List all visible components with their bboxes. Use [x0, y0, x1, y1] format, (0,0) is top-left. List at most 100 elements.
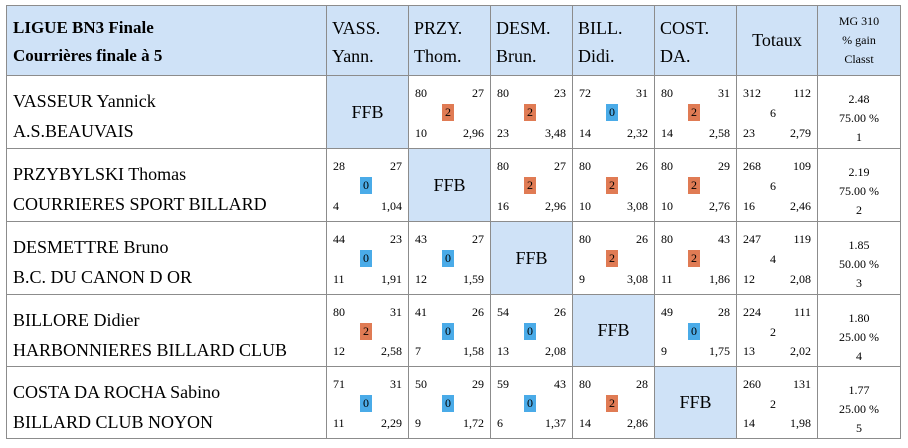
match-best-series: 31 — [390, 305, 402, 319]
match-average: 2,96 — [545, 199, 566, 213]
match-innings: 12 — [415, 272, 427, 286]
column-header: PRZY. Thom. — [408, 5, 491, 76]
general-average: 1.80 — [848, 311, 870, 325]
column-header-line-1: VASS. — [332, 18, 381, 38]
match-points: 80 — [333, 305, 345, 319]
match-points: 41 — [415, 305, 427, 319]
total-best-series: 131 — [793, 377, 811, 391]
self-match-cell: FFB — [654, 366, 737, 439]
match-cell: 80 28 2 14 2,86 — [572, 366, 655, 439]
match-points: 80 — [497, 86, 509, 100]
match-average: 1,72 — [463, 416, 484, 430]
match-best-series: 31 — [636, 86, 648, 100]
title-line-1: LIGUE BN3 Finale — [13, 18, 154, 37]
match-average: 2,86 — [627, 416, 648, 430]
match-innings: 10 — [661, 199, 673, 213]
player-name: DESMETTRE Bruno — [13, 237, 169, 257]
self-match-cell: FFB — [490, 221, 573, 295]
match-average: 1,59 — [463, 272, 484, 286]
win-badge: 2 — [360, 323, 372, 340]
total-innings: 14 — [743, 416, 755, 430]
general-average: 2.19 — [848, 165, 870, 179]
win-badge: 2 — [524, 177, 536, 194]
total-points: 268 — [743, 159, 761, 173]
match-average: 3,48 — [545, 126, 566, 140]
match-average: 1,86 — [709, 272, 730, 286]
win-percentage: 75.00 % — [839, 184, 879, 198]
match-cell: 80 27 2 16 2,96 — [490, 148, 573, 222]
match-best-series: 43 — [554, 377, 566, 391]
total-match-points: 4 — [770, 252, 776, 266]
match-cell: 80 26 2 10 3,08 — [572, 148, 655, 222]
column-header: VASS. Yann. — [326, 5, 409, 76]
mg-cell: 2.48 75.00 % 1 — [817, 75, 901, 149]
total-innings: 13 — [743, 344, 755, 358]
match-average: 3,08 — [627, 272, 648, 286]
mg-header-line-3: Classt — [844, 52, 874, 66]
total-innings: 16 — [743, 199, 755, 213]
match-best-series: 26 — [636, 232, 648, 246]
win-percentage: 75.00 % — [839, 111, 879, 125]
total-points: 224 — [743, 305, 761, 319]
mg-cell: 1.80 25.00 % 4 — [817, 294, 901, 367]
self-match-cell: FFB — [572, 294, 655, 367]
ffb-label: FFB — [597, 320, 630, 340]
match-average: 2,96 — [463, 126, 484, 140]
win-badge: 2 — [524, 104, 536, 121]
column-header-line-2: Yann. — [332, 46, 374, 66]
match-average: 2,32 — [627, 126, 648, 140]
match-innings: 11 — [333, 416, 345, 430]
match-best-series: 26 — [554, 305, 566, 319]
player-club: COURRIERES SPORT BILLARD — [13, 194, 267, 214]
match-best-series: 28 — [718, 305, 730, 319]
match-points: 80 — [661, 232, 673, 246]
match-innings: 23 — [497, 126, 509, 140]
total-match-points: 6 — [770, 179, 776, 193]
win-badge: 2 — [688, 250, 700, 267]
self-match-cell: FFB — [326, 75, 409, 149]
win-badge: 2 — [688, 104, 700, 121]
column-header: BILL. Didi. — [572, 5, 655, 76]
player-cell: COSTA DA ROCHA Sabino BILLARD CLUB NOYON — [6, 366, 327, 439]
player-club: A.S.BEAUVAIS — [13, 121, 134, 141]
match-best-series: 27 — [472, 232, 484, 246]
win-percentage: 25.00 % — [839, 330, 879, 344]
match-points: 72 — [579, 86, 591, 100]
match-average: 1,04 — [381, 199, 402, 213]
mg-cell: 1.77 25.00 % 5 — [817, 366, 901, 439]
match-average: 2,29 — [381, 416, 402, 430]
match-cell: 80 23 2 23 3,48 — [490, 75, 573, 149]
match-average: 1,91 — [381, 272, 402, 286]
player-name: PRZYBYLSKI Thomas — [13, 164, 187, 184]
loss-badge: 0 — [360, 250, 372, 267]
column-header-line-2: Didi. — [578, 46, 615, 66]
match-cell: 80 26 2 9 3,08 — [572, 221, 655, 295]
loss-badge: 0 — [524, 395, 536, 412]
match-innings: 10 — [415, 126, 427, 140]
match-innings: 10 — [579, 199, 591, 213]
match-average: 1,37 — [545, 416, 566, 430]
win-badge: 2 — [688, 177, 700, 194]
match-innings: 11 — [333, 272, 345, 286]
loss-badge: 0 — [360, 177, 372, 194]
match-innings: 9 — [579, 272, 585, 286]
rank: 1 — [856, 130, 862, 144]
player-name: VASSEUR Yannick — [13, 91, 156, 111]
match-innings: 9 — [661, 344, 667, 358]
total-match-points: 2 — [770, 325, 776, 339]
column-header-line-2: Thom. — [414, 46, 462, 66]
match-points: 80 — [579, 232, 591, 246]
column-header-line-1: COST. — [660, 18, 710, 38]
column-header-line-1: PRZY. — [414, 18, 463, 38]
column-header-line-1: DESM. — [496, 18, 551, 38]
match-cell: 49 28 0 9 1,75 — [654, 294, 737, 367]
match-innings: 12 — [333, 344, 345, 358]
match-points: 50 — [415, 377, 427, 391]
win-badge: 2 — [606, 250, 618, 267]
column-header-line-2: DA. — [660, 46, 691, 66]
player-name: COSTA DA ROCHA Sabino — [13, 382, 221, 402]
total-average: 2,46 — [790, 199, 811, 213]
match-average: 2,58 — [381, 344, 402, 358]
win-percentage: 50.00 % — [839, 257, 879, 271]
player-club: BILLARD CLUB NOYON — [13, 412, 213, 432]
